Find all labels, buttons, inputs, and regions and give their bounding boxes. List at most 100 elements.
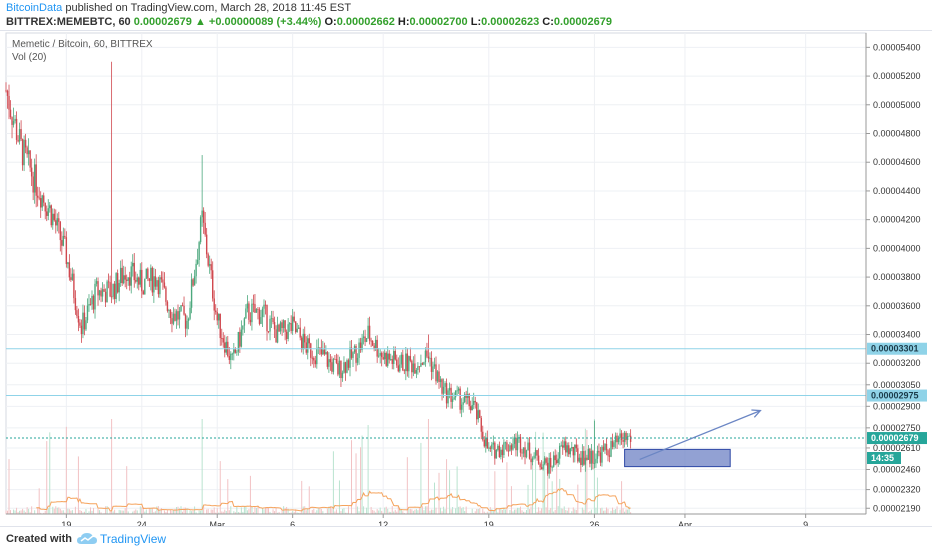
candle-body [40,198,41,207]
volume-bar [199,511,200,514]
tradingview-brand[interactable]: TradingView [100,532,166,546]
candle-body [573,447,574,455]
candle-body [530,459,531,462]
candle-body [598,451,599,453]
candle-body [610,441,611,457]
candle-body [327,352,328,367]
volume-bar [491,509,492,514]
close-value: 0.00002679 [554,16,612,28]
volume-bar [522,510,523,514]
candle-body [137,278,138,282]
volume-bar [93,508,94,514]
candle-body [150,268,151,281]
candle-body [204,223,205,235]
candle-body [484,440,485,447]
candle-body [453,397,454,399]
candle-body [396,360,397,366]
candle-body [272,318,273,322]
volume-bar [257,507,258,514]
candle-body [45,203,46,212]
candle-body [532,458,533,462]
target-rectangle-drawing[interactable] [625,449,731,466]
candle-body [428,357,429,359]
candle-body [378,356,379,357]
price-tick-label: 0.00005400 [873,42,921,52]
candle-body [28,150,29,154]
tradingview-cloud-icon [76,532,98,546]
candle-body [114,284,115,299]
volume-bar [348,506,349,514]
candle-body [456,390,457,391]
candle-body [628,436,629,437]
candle-body [485,438,486,447]
candle-body [496,450,497,459]
candle-body [310,343,311,357]
legend-volume: Vol (20) [12,52,46,63]
volume-bar [387,509,388,514]
candle-body [539,464,540,468]
candle-body [201,211,202,218]
candle-body [446,383,447,403]
volume-bar [546,507,547,514]
candle-body [603,447,604,451]
volume-bar [256,508,257,514]
candle-body [115,273,116,299]
candle-body [188,319,189,321]
up-arrow-icon: ▲ [195,16,206,28]
volume-bar [251,507,252,514]
volume-bar [55,506,56,514]
candle-body [224,342,225,352]
candle-body [607,450,608,455]
volume-bar [552,481,553,514]
candle-body [304,334,305,343]
candle-body [574,445,575,456]
candle-body [221,338,222,339]
footer: Created with TradingView [0,526,932,551]
volume-bar [244,506,245,514]
price-tick-label: 0.00005200 [873,71,921,81]
volume-bar [443,507,444,514]
volume-bar [538,507,539,514]
candle-body [251,304,252,322]
volume-bar [617,506,618,514]
candle-body [20,129,21,139]
volume-bar [319,508,320,514]
volume-bar [494,471,495,514]
candle-body [529,443,530,459]
publisher-link[interactable]: BitcoinData [6,2,62,14]
candle-body [490,448,491,449]
candle-body [472,405,473,410]
candle-body [352,352,353,358]
candle-body [392,359,393,364]
candle-body [559,446,560,459]
volume-bar [161,508,162,514]
candle-body [109,282,110,296]
candle-body [488,448,489,449]
candle-body [315,360,316,364]
volume-bar [229,510,230,514]
volume-bar [615,509,616,514]
candle-body [565,441,566,452]
candle-body [292,317,293,331]
candle-body [293,317,294,322]
candle-body [207,254,208,265]
candle-body [465,394,466,397]
candle-body [313,358,314,360]
candle-body [13,121,14,125]
candle-body [434,364,435,366]
high-value: 0.00002700 [410,16,468,28]
volume-bar [549,510,550,514]
volume-bar [500,509,501,514]
candle-body [218,314,219,321]
candle-body [250,320,251,322]
volume-bar [312,510,313,514]
candle-body [429,358,430,359]
price-chart[interactable]: 0.000054000.000052000.000050000.00004800… [0,30,932,526]
volume-bar [69,509,70,514]
candle-body [589,449,590,464]
candle-body [425,351,426,363]
candle-body [75,298,76,310]
volume-bar [526,510,527,514]
volume-bar [75,507,76,514]
